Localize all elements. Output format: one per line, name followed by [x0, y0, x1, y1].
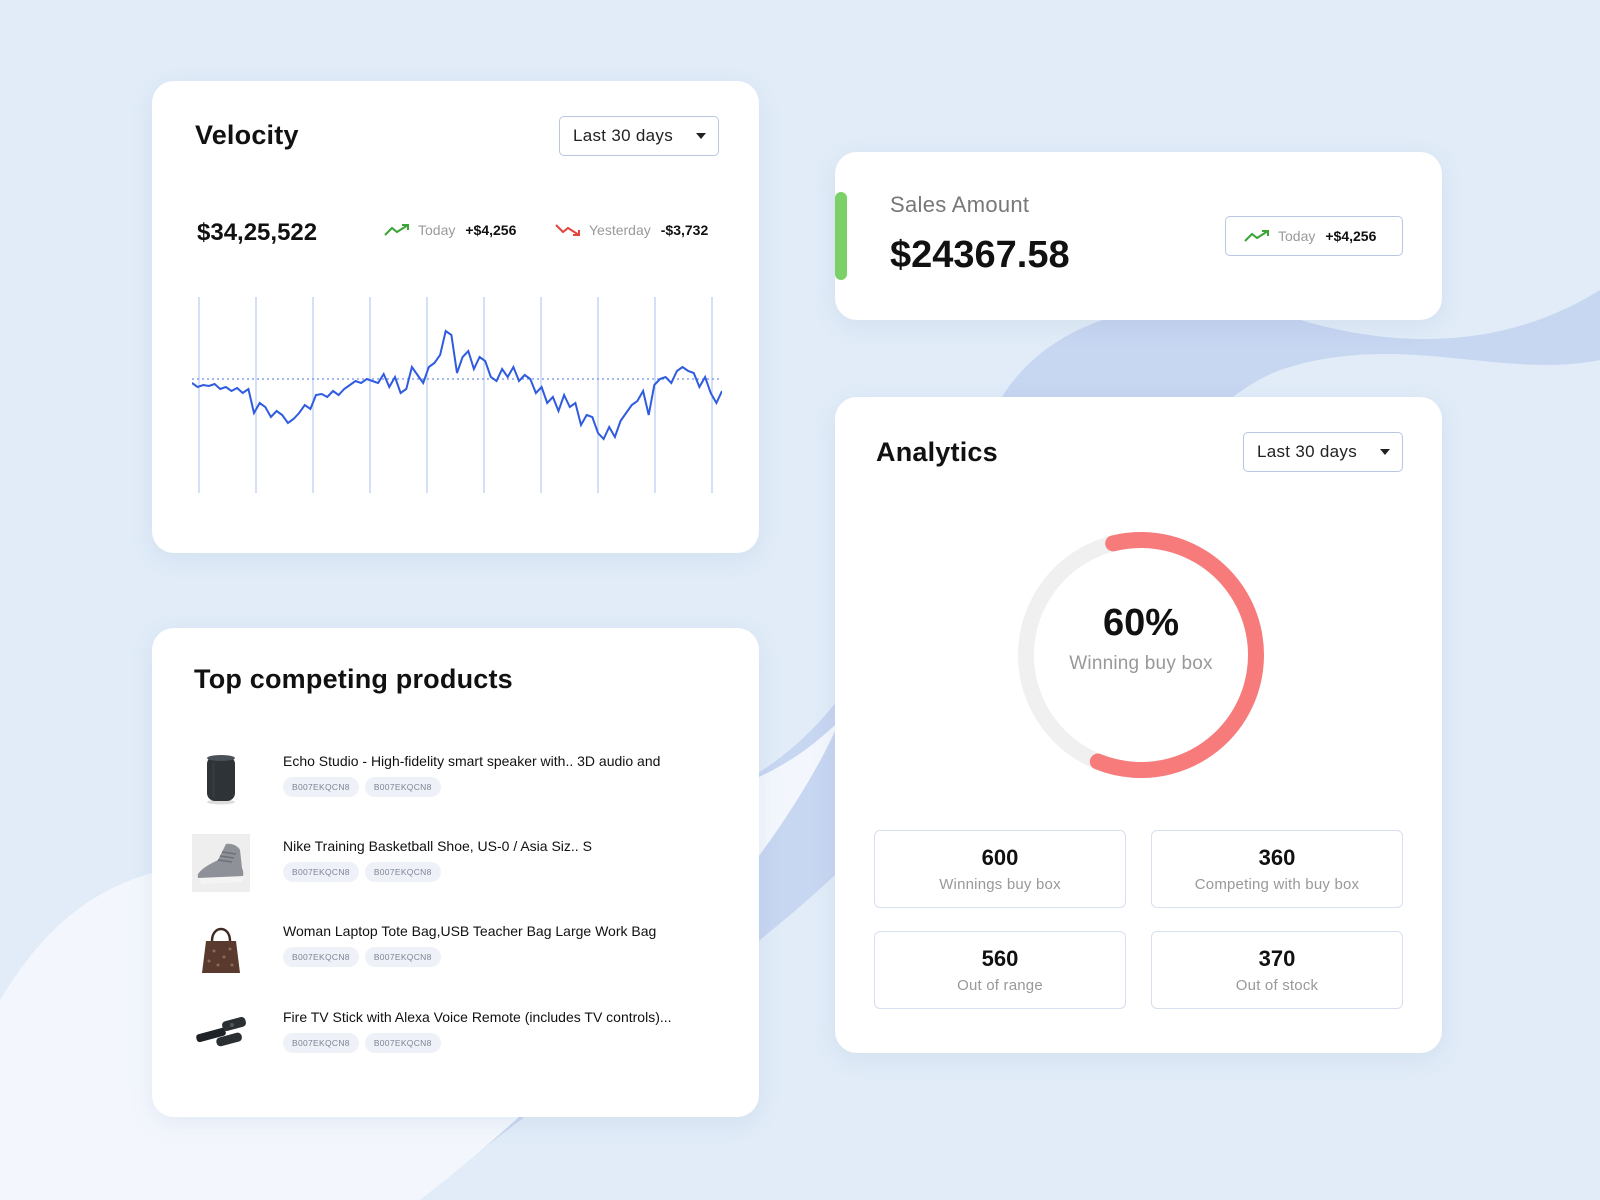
analytics-range-dropdown[interactable]: Last 30 days	[1243, 432, 1403, 472]
product-tag: B007EKQCN8	[364, 777, 441, 797]
product-item[interactable]: Woman Laptop Tote Bag,USB Teacher Bag La…	[192, 919, 732, 981]
sales-amount: $24367.58	[890, 234, 1070, 276]
sales-today-badge: Today +$4,256	[1225, 216, 1403, 256]
speaker-icon	[207, 755, 235, 805]
stat-value: 370	[1258, 946, 1296, 971]
tv-stick-icon	[196, 1016, 246, 1047]
stat-label: Winnings buy box	[939, 876, 1061, 893]
velocity-range-dropdown[interactable]: Last 30 days	[559, 116, 719, 156]
chart-gridlines	[198, 297, 713, 493]
stat-label: Out of stock	[1235, 977, 1319, 994]
trend-up-icon	[384, 224, 409, 236]
product-name: Fire TV Stick with Alexa Voice Remote (i…	[283, 1009, 672, 1025]
product-name: Woman Laptop Tote Bag,USB Teacher Bag La…	[283, 923, 657, 939]
stat-out-of-range: 560 Out of range	[874, 931, 1126, 1009]
today-trend: Today +$4,256	[384, 222, 516, 238]
stat-value: 600	[981, 845, 1019, 870]
velocity-title: Velocity	[195, 120, 299, 150]
stat-label: Out of range	[957, 977, 1043, 994]
product-tag: B007EKQCN8	[364, 947, 441, 967]
product-tag: B007EKQCN8	[283, 1033, 359, 1053]
caret-down-icon	[1380, 449, 1390, 455]
product-tag: B007EKQCN8	[283, 862, 359, 882]
analytics-title: Analytics	[876, 437, 998, 467]
velocity-range-value: Last 30 days	[573, 126, 673, 145]
shoe-icon	[192, 834, 250, 892]
tote-bag-icon	[202, 927, 240, 973]
sales-amount-card: Sales Amount $24367.58 Today +$4,256	[835, 152, 1442, 320]
donut-label: Winning buy box	[1069, 653, 1213, 674]
stat-value: 560	[981, 946, 1019, 971]
yesterday-label: Yesterday	[589, 222, 651, 238]
top-products-card: Top competing products Echo Studio - Hig…	[152, 628, 759, 1117]
today-label: Today	[418, 222, 456, 238]
velocity-line-chart	[192, 297, 722, 493]
product-tag: B007EKQCN8	[283, 777, 359, 797]
top-products-title: Top competing products	[194, 664, 513, 694]
product-tag: B007EKQCN8	[364, 862, 441, 882]
sales-today-value: +$4,256	[1325, 228, 1377, 244]
product-item[interactable]: Echo Studio - High-fidelity smart speake…	[192, 749, 732, 811]
caret-down-icon	[696, 133, 706, 139]
stat-value: 360	[1258, 845, 1296, 870]
analytics-range-value: Last 30 days	[1257, 442, 1357, 461]
sales-today-label: Today	[1278, 228, 1316, 244]
analytics-card: Analytics Last 30 days 60% Winning buy b…	[835, 397, 1442, 1053]
trend-up-icon	[1244, 230, 1269, 242]
stat-winnings-buy-box: 600 Winnings buy box	[874, 830, 1126, 908]
product-item[interactable]: Fire TV Stick with Alexa Voice Remote (i…	[192, 1005, 732, 1067]
product-tag: B007EKQCN8	[283, 947, 359, 967]
winning-buy-box-donut	[1018, 532, 1264, 778]
sales-accent-bar	[835, 192, 847, 280]
yesterday-value: -$3,732	[660, 222, 709, 238]
donut-progress-arc	[1018, 532, 1264, 778]
product-name: Nike Training Basketball Shoe, US-0 / As…	[283, 838, 592, 854]
product-name: Echo Studio - High-fidelity smart speake…	[283, 753, 661, 769]
velocity-series-line	[192, 329, 722, 441]
donut-percent: 60%	[1102, 602, 1180, 644]
product-item[interactable]: Nike Training Basketball Shoe, US-0 / As…	[192, 834, 732, 896]
stat-label: Competing with buy box	[1194, 876, 1360, 893]
stat-competing-buy-box: 360 Competing with buy box	[1151, 830, 1403, 908]
velocity-card: Velocity Last 30 days $34,25,522 Today +…	[152, 81, 759, 553]
product-tag: B007EKQCN8	[364, 1033, 441, 1053]
donut-center: 60% Winning buy box	[1010, 602, 1272, 675]
sales-label: Sales Amount	[890, 192, 1030, 217]
velocity-amount: $34,25,522	[197, 219, 318, 246]
stat-out-of-stock: 370 Out of stock	[1151, 931, 1403, 1009]
trend-down-icon	[555, 224, 580, 236]
today-value: +$4,256	[465, 222, 517, 238]
yesterday-trend: Yesterday -$3,732	[555, 222, 708, 238]
